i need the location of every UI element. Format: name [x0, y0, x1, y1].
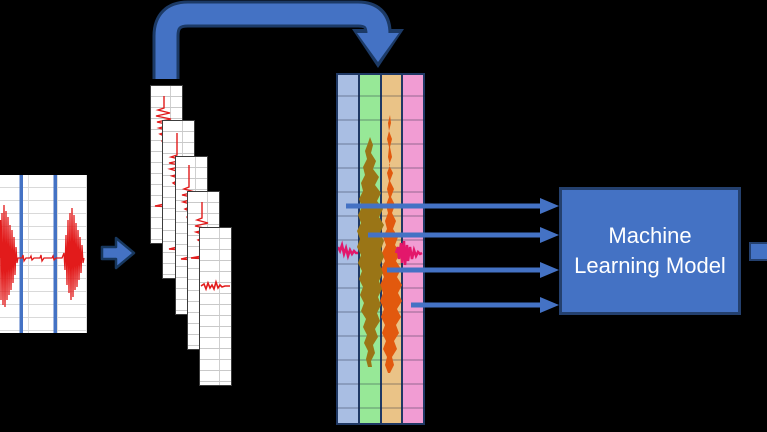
feature-matrix-panel [336, 73, 425, 425]
feature-arrow-4 [411, 297, 559, 313]
ml-model-label-line2: Learning Model [574, 253, 726, 278]
seismogram-trace [0, 175, 85, 333]
pick-line-right [53, 175, 57, 333]
output-connector [749, 242, 767, 261]
feature-arrow-3 [387, 262, 559, 278]
pick-line-left [19, 175, 23, 333]
stripe-tan [379, 75, 402, 423]
ml-model-label-line1: Machine [608, 223, 692, 248]
feature-arrow-2 [368, 227, 559, 243]
stripe-pink [401, 75, 423, 423]
seismogram-image [0, 175, 87, 333]
stripe-blue [338, 75, 358, 423]
ml-model-box: Machine Learning Model [559, 187, 741, 315]
stripe-green [357, 75, 380, 423]
feature-arrow-1 [346, 198, 559, 214]
curved-arrow-icon [152, 0, 404, 79]
right-arrow-icon [100, 236, 136, 270]
waveform-card-5 [199, 227, 232, 386]
red-waveform [0, 204, 85, 308]
